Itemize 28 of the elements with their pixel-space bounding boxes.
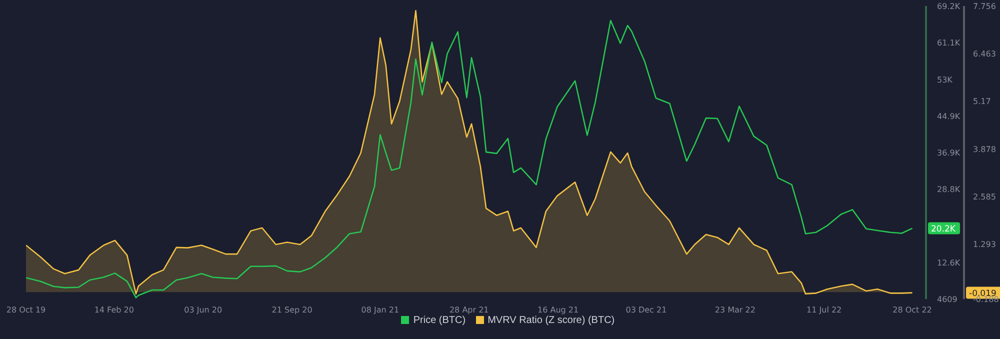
y2-tick-label: 5.17 bbox=[973, 97, 991, 106]
y-tick-label: 69.2K bbox=[937, 2, 961, 11]
x-tick-label: 16 Aug 21 bbox=[538, 306, 579, 315]
legend-label: Price (BTC) bbox=[413, 315, 466, 326]
y-tick-label: 61.1K bbox=[937, 38, 961, 48]
y-tick-label: 53K bbox=[937, 75, 954, 84]
x-tick-label: 21 Sep 20 bbox=[272, 306, 312, 315]
x-tick-label: 11 Jul 22 bbox=[806, 306, 842, 315]
x-tick-label: 03 Dec 21 bbox=[626, 306, 667, 315]
y-tick-label: 44.9K bbox=[937, 112, 961, 122]
y2-tick-label: 1.293 bbox=[973, 240, 996, 250]
x-tick-label: 08 Jan 21 bbox=[361, 306, 400, 315]
x-tick-label: 28 Oct 22 bbox=[892, 306, 932, 315]
y-tick-label: 4609 bbox=[937, 294, 958, 304]
y-tick-label: 28.8K bbox=[937, 185, 961, 194]
y-tick-label: 36.9K bbox=[937, 148, 961, 158]
x-tick-label: 03 Jun 20 bbox=[184, 306, 222, 315]
text: 20.2K bbox=[931, 224, 956, 234]
x-tick-label: 14 Feb 20 bbox=[94, 306, 134, 315]
x-tick-label: 28 Oct 19 bbox=[6, 306, 46, 315]
y2-tick-label: 6.463 bbox=[973, 50, 996, 59]
x-tick-label: 28 Apr 21 bbox=[449, 306, 489, 315]
y2-tick-label: 2.585 bbox=[973, 192, 996, 202]
legend-label: MVRV Ratio (Z score) (BTC) bbox=[488, 315, 615, 326]
y2-tick-label: 7.756 bbox=[973, 2, 996, 11]
x-tick-label: 23 Mar 22 bbox=[714, 306, 756, 315]
y2-tick-label: 3.878 bbox=[973, 144, 996, 154]
y-tick-label: 12.6K bbox=[937, 258, 961, 268]
